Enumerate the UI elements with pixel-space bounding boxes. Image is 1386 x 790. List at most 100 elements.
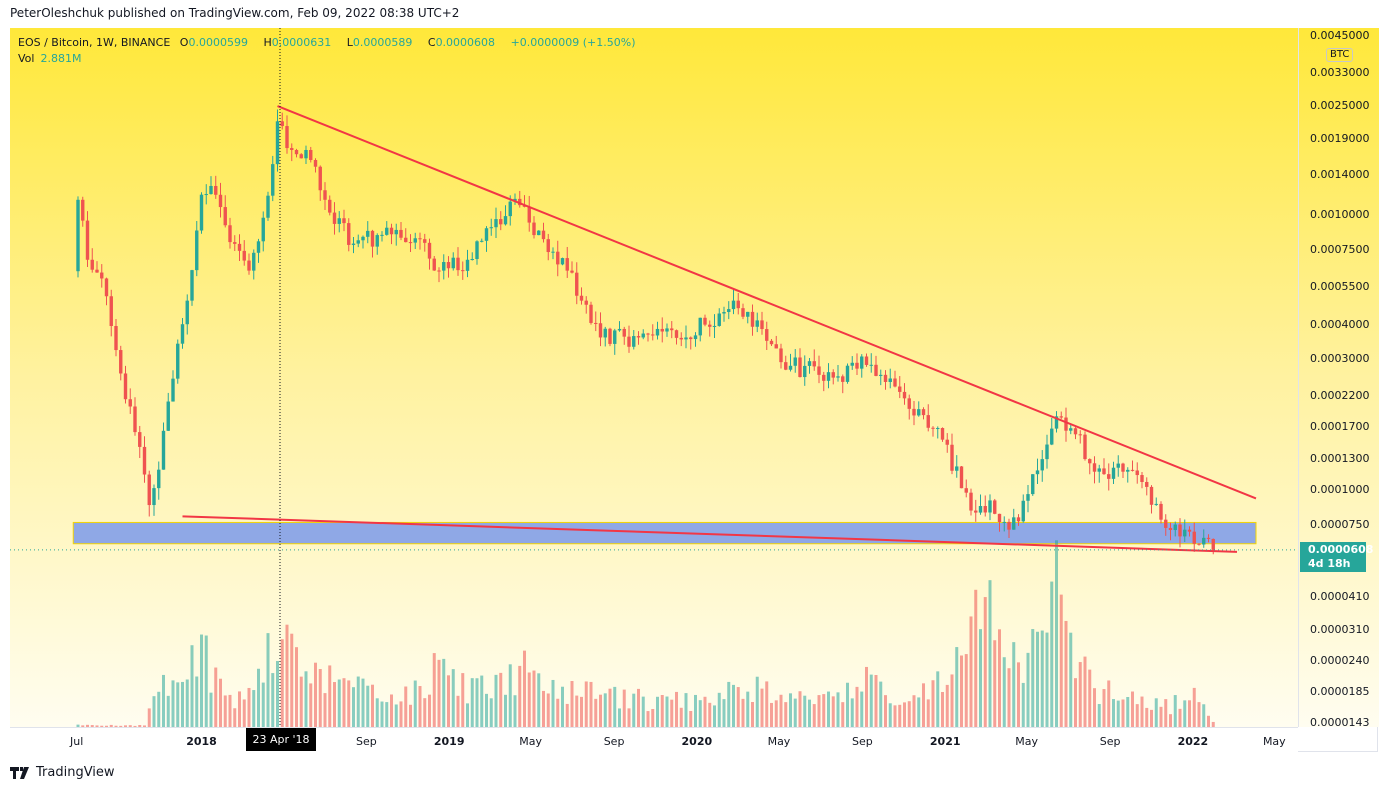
candle-body <box>247 260 251 271</box>
currency-badge[interactable]: BTC <box>1326 48 1354 62</box>
candle-body <box>879 374 883 376</box>
candle-body <box>1173 524 1177 531</box>
chart-pane[interactable] <box>10 28 1298 727</box>
volume-bar <box>285 624 289 727</box>
volume-bar <box>865 666 868 727</box>
candle-body <box>176 343 180 379</box>
volume-bar <box>770 702 773 727</box>
candle-body <box>731 300 736 310</box>
candle-body <box>147 474 151 506</box>
volume-bar <box>869 674 873 727</box>
candle-body <box>1183 529 1187 537</box>
candle-body <box>912 408 916 416</box>
volume-bar <box>499 672 503 727</box>
candle-body <box>936 428 940 430</box>
candle-body <box>475 241 479 259</box>
candle-body <box>765 329 769 341</box>
candle-body <box>309 149 313 160</box>
volume-bar <box>432 653 436 727</box>
candle-body <box>366 230 370 237</box>
volume-bar <box>385 702 389 727</box>
volume-bar <box>542 690 545 727</box>
volume-bar <box>684 693 688 727</box>
legend-symbol[interactable]: EOS / Bitcoin, 1W, BINANCE <box>18 36 171 49</box>
tradingview-logo[interactable]: TradingView <box>10 765 115 780</box>
volume-bar <box>95 725 99 727</box>
volume-bar <box>860 691 864 727</box>
price-axis[interactable] <box>1298 28 1379 727</box>
volume-bar <box>822 694 826 727</box>
volume-bar <box>903 702 906 727</box>
candle-body <box>427 242 432 259</box>
volume-bar <box>86 724 89 727</box>
volume-bar <box>1169 714 1172 727</box>
candle-body <box>1026 494 1030 501</box>
volume-bar <box>537 673 541 727</box>
candle-body <box>1002 521 1006 523</box>
volume-bar <box>371 684 374 727</box>
candle-body <box>579 295 584 301</box>
volume-bar <box>223 695 227 727</box>
volume-bar <box>1183 700 1187 727</box>
candle-body <box>104 278 109 297</box>
price-tick: 0.0007500 <box>1310 242 1370 256</box>
time-axis[interactable] <box>10 727 1298 753</box>
volume-bar <box>836 692 840 727</box>
candle-body <box>537 230 541 236</box>
candle-body <box>100 272 104 279</box>
candle-body <box>332 212 337 224</box>
candle-body <box>256 241 261 253</box>
candle-body <box>228 225 232 243</box>
legend-change: +0.0000009 (+1.50%) <box>510 36 636 49</box>
volume-bar <box>399 701 403 727</box>
volume-bar <box>969 616 973 727</box>
candle-body <box>480 240 484 242</box>
volume-bar <box>941 691 944 727</box>
candle-body <box>964 488 968 493</box>
price-tick: 0.0002200 <box>1310 389 1370 403</box>
volume-bar <box>931 680 935 727</box>
volume-bar <box>879 681 883 727</box>
volume-bar <box>314 662 317 727</box>
volume-bar <box>703 696 707 727</box>
candle-body <box>446 262 451 269</box>
candle-body <box>399 229 403 238</box>
volume-bar <box>722 699 726 727</box>
volume-bar <box>356 676 360 727</box>
price-tick: 0.0000410 <box>1310 589 1370 603</box>
volume-bar <box>993 640 997 727</box>
volume-bar <box>1188 700 1191 727</box>
candle-body <box>869 364 873 366</box>
volume-bar <box>323 693 327 727</box>
volume-bar <box>423 698 427 727</box>
candle-body <box>636 336 641 338</box>
candle-body <box>204 194 208 196</box>
candle-body <box>271 164 275 196</box>
volume-bar <box>109 724 113 727</box>
volume-bar <box>1197 702 1201 727</box>
candle-body <box>864 356 869 365</box>
candle-body <box>328 199 332 213</box>
volume-bar <box>337 679 341 727</box>
volume-bar <box>261 682 265 727</box>
volume-bar <box>504 694 507 727</box>
volume-bar <box>380 701 384 727</box>
candle-body <box>983 506 987 513</box>
candle-body <box>993 500 997 514</box>
volume-bar <box>318 669 322 727</box>
candle-body <box>617 328 622 331</box>
volume-bar <box>295 647 298 727</box>
legend-low: 0.0000589 <box>352 36 413 49</box>
candle-body <box>1083 434 1087 460</box>
volume-bar <box>888 703 892 727</box>
candle-body <box>836 376 840 378</box>
candle-body <box>959 466 964 489</box>
volume-bar <box>466 703 469 727</box>
volume-bar <box>247 687 251 727</box>
candle-body <box>337 218 341 224</box>
candle-body <box>741 308 745 317</box>
candle-body <box>651 334 655 336</box>
candle-body <box>413 238 417 243</box>
price-tick: 0.0014000 <box>1310 168 1370 182</box>
